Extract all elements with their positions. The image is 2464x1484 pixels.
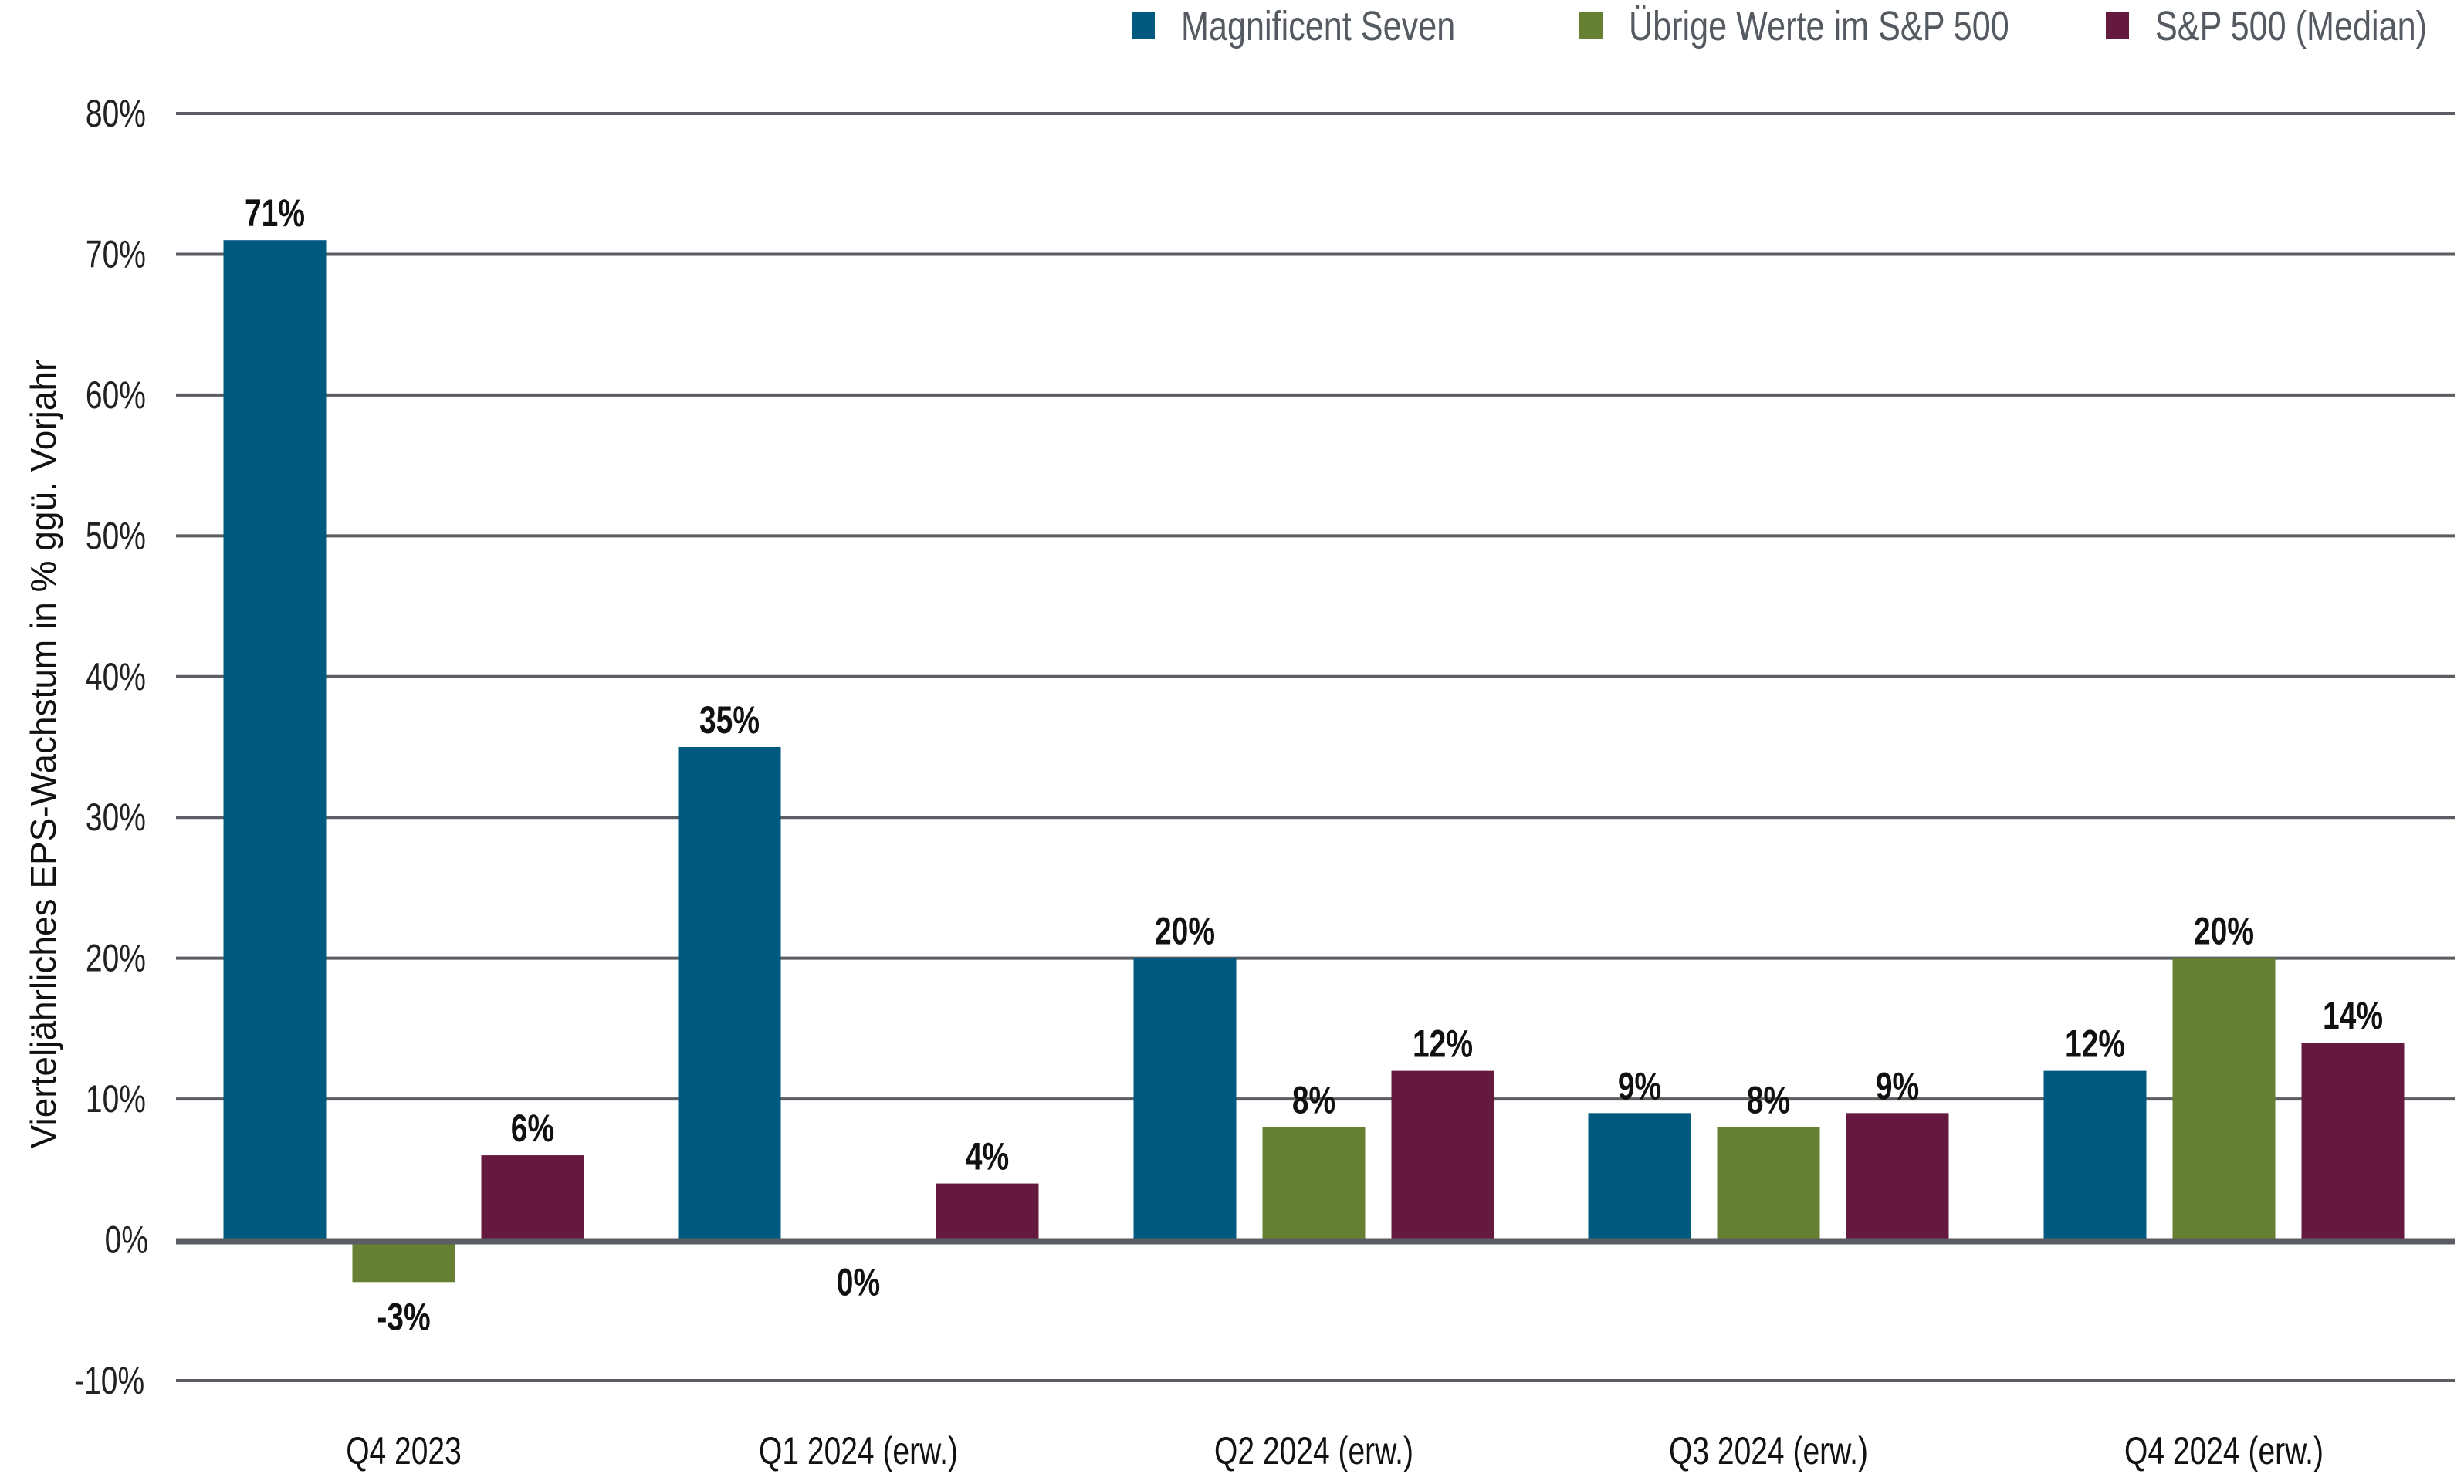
bar	[1262, 1127, 1366, 1240]
data-label: 0%	[837, 1260, 880, 1304]
data-label: 35%	[699, 698, 760, 742]
y-tick-label: 10%	[86, 1077, 146, 1121]
bar	[1391, 1070, 1494, 1240]
y-tick-label: 0%	[105, 1218, 148, 1262]
y-tick-label: 50%	[86, 514, 146, 558]
bars	[223, 240, 2405, 1283]
legend-swatch	[1579, 12, 1603, 39]
data-label: 20%	[1155, 909, 1215, 953]
data-label: 4%	[966, 1134, 1009, 1178]
data-label: 20%	[2194, 909, 2254, 953]
x-category-label: Q2 2024 (erw.)	[1214, 1428, 1413, 1472]
data-label: 12%	[1413, 1022, 1473, 1066]
y-tick-label: 60%	[86, 373, 146, 417]
data-labels: Q4 2023 71% -3% 6% Q1 2024 (erw.) 35% 0% 4% Q2 2…	[245, 191, 2383, 1472]
data-label: 6%	[511, 1106, 554, 1150]
bar	[936, 1183, 1039, 1240]
x-category-label: Q1 2024 (erw.)	[759, 1428, 958, 1472]
x-category-label: Q4 2024 (erw.)	[2124, 1428, 2324, 1472]
bar	[1133, 958, 1237, 1240]
y-tick-label: 40%	[86, 654, 146, 698]
bar	[2043, 1070, 2147, 1240]
legend-swatch	[1132, 12, 1155, 39]
y-tick-label: -10%	[74, 1358, 144, 1402]
bar	[1717, 1127, 1820, 1240]
y-tick-label: 80%	[86, 91, 146, 135]
bar	[678, 747, 781, 1240]
legend-swatch	[2106, 12, 2129, 39]
y-tick-label: 30%	[86, 796, 146, 840]
data-label: 12%	[2065, 1022, 2125, 1066]
bar	[352, 1239, 455, 1283]
bar	[2172, 958, 2276, 1240]
data-label: 8%	[1292, 1078, 1335, 1122]
data-label: 71%	[245, 191, 305, 235]
bar	[481, 1155, 584, 1240]
y-tick-label: 20%	[86, 936, 146, 980]
y-tick-label: 70%	[86, 232, 146, 276]
y-axis-title: Vierteljährliches EPS-Wachstum in % ggü.…	[23, 360, 63, 1149]
data-label: 8%	[1747, 1078, 1790, 1122]
data-label: 9%	[1618, 1064, 1661, 1108]
legend-label: Übrige Werte im S&P 500	[1629, 4, 2009, 50]
bar	[223, 240, 327, 1240]
data-label: 14%	[2323, 993, 2383, 1037]
data-label: -3%	[377, 1295, 430, 1339]
gridlines: -10% 0% 10% 20% 30% 40% 50% 60% 70% 80%	[74, 91, 2455, 1402]
legend-label: S&P 500 (Median)	[2155, 4, 2427, 50]
data-label: 9%	[1876, 1064, 1919, 1108]
legend: Magnificent Seven Übrige Werte im S&P 500…	[1132, 4, 2427, 50]
bar	[1846, 1113, 1949, 1240]
x-category-label: Q3 2024 (erw.)	[1669, 1428, 1868, 1472]
bar	[2301, 1043, 2405, 1240]
legend-label: Magnificent Seven	[1181, 4, 1455, 50]
bar	[1588, 1113, 1691, 1240]
x-category-label: Q4 2023	[346, 1428, 462, 1472]
